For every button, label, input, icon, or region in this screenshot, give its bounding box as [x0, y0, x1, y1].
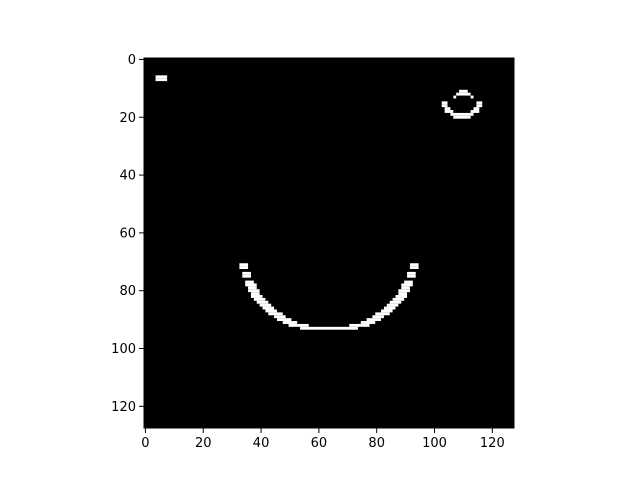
- white-pixel-run: [456, 92, 471, 96]
- image-area: [144, 58, 514, 428]
- x-tick-label: 60: [311, 436, 328, 451]
- white-pixel-run: [453, 115, 471, 119]
- white-pixel-run: [366, 318, 382, 322]
- y-tick-label: 40: [119, 169, 136, 184]
- white-pixel-run: [409, 266, 419, 270]
- white-pixel-run: [407, 271, 416, 275]
- white-pixel-run: [444, 110, 454, 113]
- white-pixel-run: [398, 292, 408, 296]
- white-pixel-run: [268, 312, 283, 316]
- white-pixel-run: [398, 289, 410, 293]
- white-pixel-run: [242, 274, 251, 278]
- white-pixel-run: [256, 300, 269, 304]
- white-pixel-run: [349, 323, 370, 327]
- y-tick-label: 0: [128, 53, 136, 68]
- white-pixel-run: [155, 78, 168, 82]
- white-pixel-run: [473, 107, 480, 111]
- white-pixel-run: [375, 312, 390, 316]
- white-pixel-run: [262, 306, 275, 310]
- white-pixel-run: [250, 295, 263, 298]
- white-pixel-run: [253, 297, 266, 301]
- white-pixel-run: [401, 283, 413, 287]
- y-tick-label: 100: [111, 342, 136, 357]
- x-tick-label: 100: [422, 436, 447, 451]
- white-pixel-run: [381, 309, 393, 313]
- y-tick-label: 20: [119, 111, 136, 126]
- white-pixel-run: [239, 266, 249, 270]
- white-pixel-run: [407, 274, 416, 278]
- white-pixel-run: [389, 300, 402, 304]
- white-pixel-run: [392, 297, 405, 301]
- white-pixel-run: [409, 263, 419, 267]
- white-pixel-run: [470, 110, 480, 113]
- white-pixel-run: [404, 280, 413, 284]
- y-axis: 0 20 40 60 80 100 120: [111, 53, 144, 415]
- white-pixel-run: [245, 280, 254, 284]
- white-pixel-run: [245, 283, 257, 287]
- x-axis: 0 20 40 60 80 100 120: [141, 428, 505, 451]
- x-tick-label: 0: [141, 436, 149, 451]
- white-pixel-run: [259, 303, 272, 307]
- x-tick-label: 20: [195, 436, 212, 451]
- white-pixel-run: [395, 295, 408, 298]
- white-pixel-run: [444, 107, 451, 111]
- white-pixel-run: [401, 286, 410, 290]
- white-pixel-run: [360, 321, 376, 324]
- white-pixel-run: [441, 104, 448, 108]
- white-pixel-run: [155, 75, 168, 79]
- y-tick-label: 60: [119, 226, 136, 241]
- white-pixel-run: [288, 323, 309, 327]
- white-pixel-run: [248, 286, 257, 290]
- white-pixel-run: [274, 315, 286, 319]
- x-tick-label: 80: [368, 436, 385, 451]
- white-pixel-run: [453, 95, 457, 99]
- white-pixel-run: [459, 89, 468, 93]
- white-pixel-run: [265, 309, 277, 313]
- white-pixel-run: [476, 104, 483, 108]
- white-pixel-run: [372, 315, 384, 319]
- white-pixel-run: [470, 95, 474, 99]
- x-tick-label: 40: [253, 436, 270, 451]
- x-tick-label: 120: [480, 436, 505, 451]
- white-pixel-run: [282, 321, 298, 324]
- white-pixel-run: [276, 318, 292, 322]
- white-pixel-run: [450, 112, 474, 116]
- y-tick-label: 80: [119, 284, 136, 299]
- white-pixel-run: [239, 263, 249, 267]
- image-background: [144, 58, 514, 428]
- axes-frame: [143, 57, 515, 429]
- white-pixel-run: [242, 271, 251, 275]
- y-tick-label: 120: [111, 400, 136, 415]
- white-pixel-run: [248, 289, 260, 293]
- white-pixel-run: [300, 326, 358, 330]
- white-pixel-run: [383, 306, 396, 310]
- white-pixel-run: [476, 101, 483, 105]
- white-pixel-run: [441, 101, 448, 105]
- white-pixel-run: [250, 292, 260, 296]
- white-pixel-run: [386, 303, 399, 307]
